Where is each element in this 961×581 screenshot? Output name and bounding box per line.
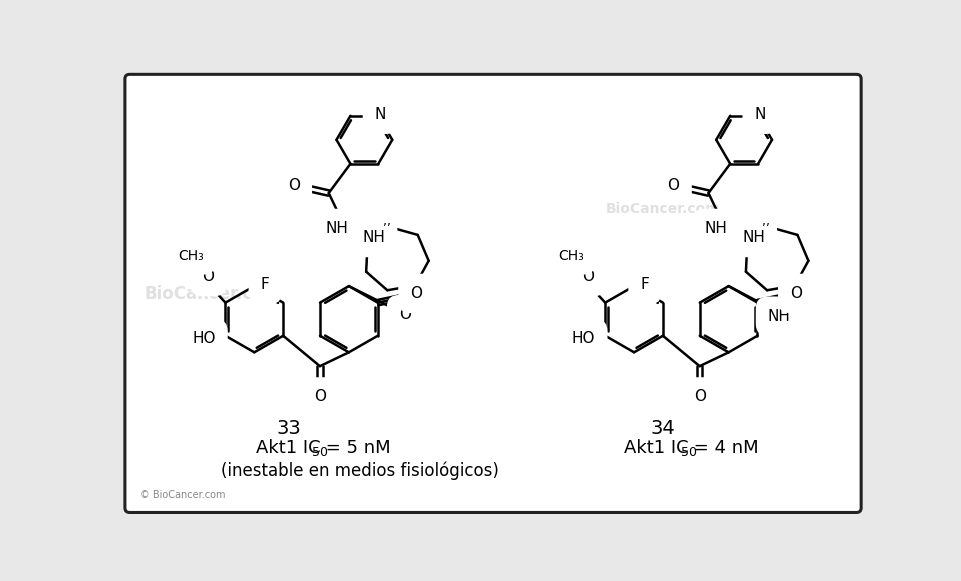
Text: HO: HO	[571, 331, 595, 346]
Text: O: O	[313, 389, 326, 404]
Text: F: F	[640, 277, 649, 292]
Text: NH: NH	[767, 309, 790, 324]
Text: (inestable en medios fisiológicos): (inestable en medios fisiológicos)	[221, 462, 499, 480]
Text: O: O	[399, 307, 410, 322]
Text: ,,: ,,	[761, 214, 770, 228]
Text: O: O	[789, 286, 801, 301]
FancyBboxPatch shape	[125, 74, 860, 512]
Text: O: O	[287, 178, 300, 193]
Text: NH: NH	[704, 221, 727, 236]
Text: NH: NH	[362, 230, 384, 245]
Text: Akt1 IC: Akt1 IC	[256, 439, 320, 457]
Text: 50: 50	[312, 446, 328, 459]
Text: O: O	[410, 286, 422, 301]
Text: NH: NH	[325, 221, 348, 236]
Text: BioCancer.com: BioCancer.com	[604, 202, 720, 216]
Text: O: O	[693, 389, 705, 404]
Text: N: N	[375, 107, 386, 122]
Text: © BioCancer.com: © BioCancer.com	[139, 490, 225, 500]
Text: O: O	[667, 178, 678, 193]
Text: 34: 34	[650, 419, 675, 438]
Text: = 5 nM: = 5 nM	[320, 439, 390, 457]
Text: F: F	[260, 277, 269, 292]
Text: O: O	[581, 269, 594, 284]
Text: ,,: ,,	[382, 214, 390, 228]
Text: CH₃: CH₃	[179, 249, 204, 263]
Text: HO: HO	[192, 331, 215, 346]
Text: 50: 50	[679, 446, 696, 459]
Text: BioCancer.com: BioCancer.com	[144, 285, 282, 303]
Text: CH₃: CH₃	[557, 249, 583, 263]
Text: N: N	[754, 107, 765, 122]
Text: Akt1 IC: Akt1 IC	[624, 439, 688, 457]
Text: 33: 33	[277, 419, 301, 438]
Text: NH: NH	[741, 230, 764, 245]
Text: = 4 nM: = 4 nM	[688, 439, 758, 457]
Text: O: O	[202, 269, 214, 284]
